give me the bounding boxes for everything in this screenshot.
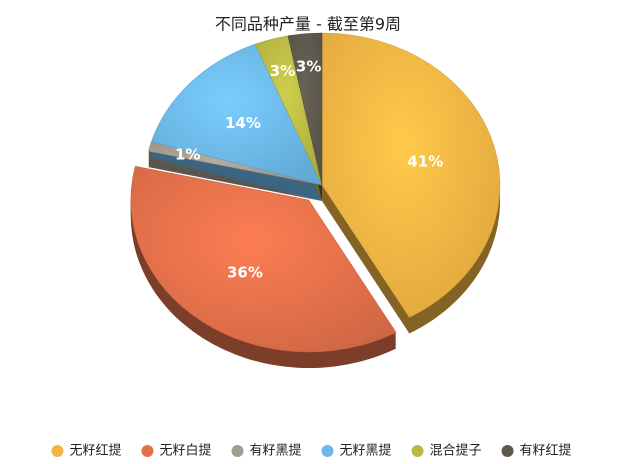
- data-label: 41%: [407, 152, 443, 170]
- slice: [321, 32, 501, 318]
- legend-item: 有籽红提: [501, 443, 572, 459]
- legend-item: 有籽黑提: [231, 443, 302, 459]
- legend-swatch: [321, 445, 334, 457]
- slice: [130, 165, 397, 353]
- slice: [287, 32, 323, 186]
- legend-label: 无籽白提: [159, 443, 211, 459]
- data-label: 14%: [225, 114, 261, 132]
- legend-label: 混合提子: [430, 443, 482, 459]
- data-label: 3%: [270, 62, 295, 80]
- legend-swatch: [501, 445, 514, 457]
- legend-label: 有籽红提: [520, 443, 572, 459]
- legend-swatch: [231, 445, 244, 457]
- data-label: 1%: [175, 145, 200, 163]
- legend-label: 有籽黑提: [249, 443, 301, 459]
- legend-item: 混合提子: [411, 443, 482, 459]
- slice: [151, 43, 323, 186]
- data-label: 36%: [227, 264, 263, 282]
- chart-title: 不同品种产量 - 截至第9周: [215, 15, 401, 34]
- legend-item: 无籽白提: [141, 443, 211, 459]
- legend-label: 无籽红提: [69, 443, 121, 459]
- legend-label: 无籽黑提: [340, 443, 392, 459]
- pie: 41% 36% 1% 14% 3% 3%: [130, 32, 501, 369]
- legend-swatch: [411, 445, 424, 457]
- legend: 无籽红提 无籽白提 有籽黑提 无籽黑提 混合提子 有籽红提: [51, 443, 572, 459]
- legend-item: 无籽黑提: [321, 443, 392, 459]
- legend-swatch: [141, 445, 154, 457]
- legend-swatch: [51, 445, 64, 457]
- data-label: 3%: [296, 57, 321, 75]
- legend-item: 无籽红提: [51, 443, 121, 459]
